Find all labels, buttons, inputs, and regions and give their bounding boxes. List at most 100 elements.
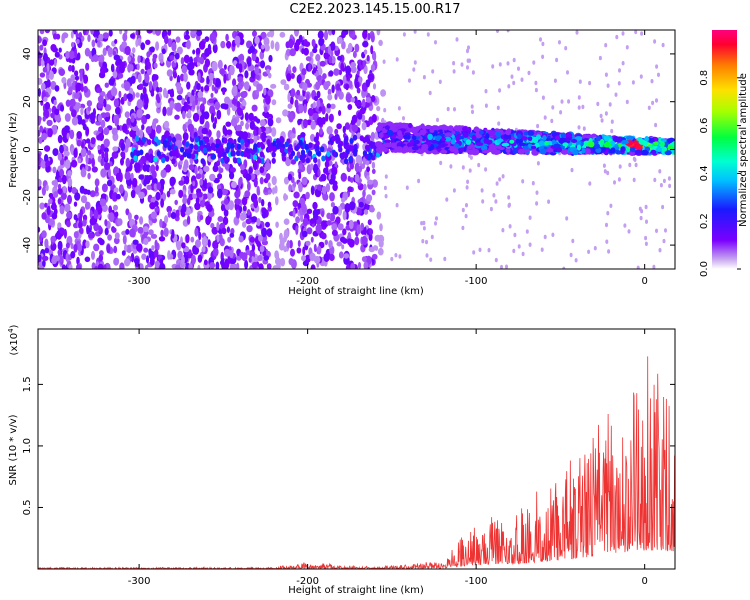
spectrogram-cell: [220, 204, 225, 212]
spectrogram-cell: [384, 142, 393, 148]
spectrogram-cell: [324, 160, 330, 168]
spectrogram-cell: [252, 30, 257, 37]
spectrogram-cell: [198, 40, 206, 50]
spectrogram-cell: [265, 221, 270, 228]
spectrogram-cell: [44, 30, 50, 34]
spectrogram-cell: [545, 148, 554, 153]
spectrogram-cell: [147, 156, 153, 163]
spectrogram-cell: [460, 62, 464, 67]
spectrogram-cell: [363, 226, 367, 236]
spectrogram-cell: [153, 156, 158, 163]
spectrogram-cell: [354, 43, 360, 53]
spectrogram-cell: [498, 62, 502, 67]
spectrogram-cell: [143, 226, 149, 233]
spectrogram-cell: [604, 111, 608, 116]
spectrogram-cell: [379, 123, 384, 128]
spectrogram-cell: [127, 63, 132, 73]
spectrogram-cell: [234, 198, 241, 205]
spectrogram-cell: [104, 150, 109, 161]
spectrogram-cell: [224, 96, 231, 105]
spectrogram-cell: [92, 54, 99, 62]
spectrogram-cell: [103, 127, 110, 136]
spectrogram-cell: [481, 199, 485, 204]
spectrogram-cell: [97, 144, 101, 151]
spectrogram-cell: [455, 135, 460, 142]
spectrogram-cell: [98, 238, 105, 246]
spectrogram-cell: [607, 249, 611, 254]
spectrogram-cell: [505, 264, 508, 269]
spectrogram-cell: [256, 141, 261, 148]
spectrogram-cell: [100, 193, 107, 199]
spectrogram-cell: [667, 138, 673, 144]
spectrogram-cell: [197, 91, 204, 98]
spectrogram-cell: [527, 136, 533, 142]
spectrogram-cell: [207, 145, 212, 152]
spectrogram-cell: [583, 148, 591, 154]
spectrogram-cell: [216, 221, 220, 231]
y-tick-label: 20: [22, 95, 33, 108]
spectrogram-cell: [86, 138, 91, 144]
spectrogram-cell: [180, 57, 185, 65]
spectrogram-cell: [384, 139, 391, 144]
spectrogram-cell: [57, 188, 63, 195]
spectrogram-cell: [41, 230, 47, 239]
spectrogram-cell: [640, 31, 644, 36]
spectrogram-cell: [97, 39, 101, 48]
spectrogram-cell: [262, 251, 267, 257]
spectrogram-cell: [174, 52, 180, 60]
spectrogram-cell: [413, 60, 417, 65]
spectrogram-cell: [85, 201, 89, 210]
spectrogram-cell: [79, 68, 84, 75]
spectrogram-cell: [348, 219, 354, 230]
spectrogram-cell: [332, 205, 339, 215]
spectrogram-cell: [110, 86, 118, 97]
spectrogram-cell: [192, 49, 196, 55]
spectrogram-cell: [215, 147, 221, 154]
spectrogram-cell: [257, 157, 262, 164]
spectrogram-cell: [187, 109, 192, 117]
spectrogram-cell: [517, 133, 522, 140]
spectrogram-cell: [256, 241, 262, 248]
spectrogram-cell: [151, 245, 155, 251]
spectrogram-cell: [123, 93, 128, 102]
spectrogram-cell: [231, 105, 237, 112]
spectrogram-cell: [570, 167, 574, 173]
spectrogram-cell: [75, 102, 81, 110]
spectrogram-cell: [341, 244, 345, 250]
spectrogram-cell: [495, 181, 499, 186]
spectrogram-cell: [464, 213, 468, 219]
spectrogram-cell: [130, 189, 136, 199]
spectrogram-cell: [320, 173, 327, 182]
spectrogram-cell: [259, 177, 264, 185]
spectrogram-cell: [315, 223, 322, 234]
spectrogram-cell: [84, 256, 91, 263]
spectrogram-cell: [371, 189, 376, 196]
spectrogram-cell: [451, 130, 456, 135]
spectrogram-cell: [149, 202, 156, 210]
spectrogram-cell: [244, 70, 249, 79]
spectrogram-cell: [468, 168, 472, 173]
spectrogram-cell: [181, 203, 187, 213]
spectrogram-cell: [384, 125, 390, 130]
spectrogram-cell: [282, 109, 289, 117]
spectrogram-cell: [236, 143, 242, 150]
spectrogram-cell: [100, 158, 104, 167]
spectrogram-cell: [413, 30, 417, 34]
spectrogram-cell: [67, 170, 73, 177]
spectrogram-cell: [296, 74, 302, 84]
spectrogram-cell: [185, 234, 190, 244]
spectrogram-cell: [240, 91, 247, 99]
spectrogram-cell: [183, 159, 189, 170]
spectrogram-cell: [155, 124, 162, 134]
spectrogram-cell: [85, 154, 89, 165]
spectrogram-cell: [223, 209, 229, 217]
spectrogram-cell: [374, 234, 381, 242]
spectrogram-cell: [112, 146, 119, 152]
spectrogram-cell: [251, 261, 258, 269]
spectrogram-cell: [136, 150, 141, 157]
spectrogram-cell: [377, 247, 384, 256]
spectrogram-cell: [212, 77, 216, 85]
spectrogram-cell: [113, 257, 119, 266]
spectrogram-cell: [565, 216, 569, 221]
spectrogram-cell: [363, 209, 369, 215]
